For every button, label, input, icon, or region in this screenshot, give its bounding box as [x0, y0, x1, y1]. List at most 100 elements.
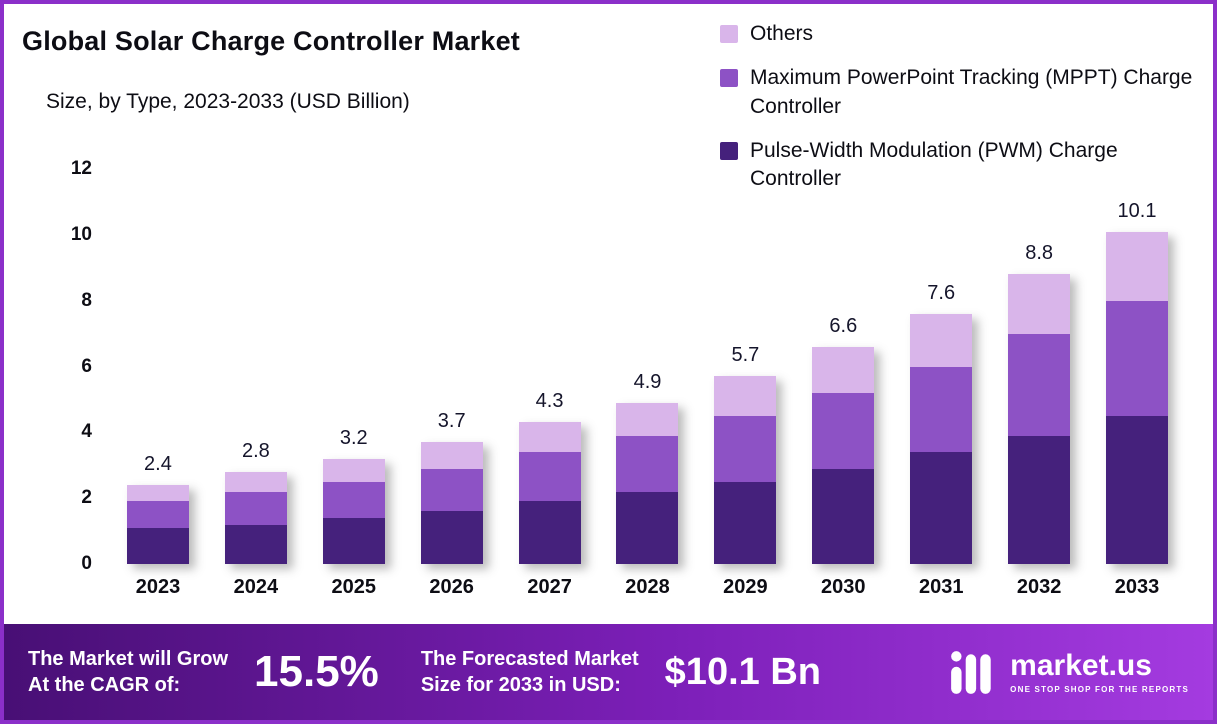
- bar-segment: [518, 452, 581, 502]
- x-axis-label: 2026: [429, 576, 474, 598]
- forecast-label-line2: Size for 2033 in USD:: [420, 674, 621, 696]
- bar-segment: [714, 376, 777, 416]
- y-axis-tick: 4: [81, 421, 92, 443]
- y-axis-tick: 6: [81, 355, 92, 377]
- forecast-label-line1: The Forecasted Market: [420, 648, 639, 670]
- bar-segment: [1008, 333, 1071, 436]
- legend-label-mppt: Maximum PowerPoint Tracking (MPPT) Charg…: [750, 66, 1193, 118]
- stacked-bar: [518, 422, 581, 564]
- bar-column: 6.6: [794, 169, 892, 564]
- brand-name: market.us: [1010, 648, 1152, 682]
- bar-segment: [126, 527, 189, 564]
- bar-value-label: 5.7: [731, 344, 760, 367]
- x-axis-label: 2024: [233, 576, 279, 598]
- bar-segment: [714, 481, 777, 564]
- bar-segment: [420, 468, 483, 512]
- bar-column: 3.7: [403, 169, 501, 564]
- legend-label-pwm: Pulse-Width Modulation (PWM) Charge Cont…: [750, 139, 1118, 191]
- bar-segment: [126, 485, 189, 502]
- forecast-label: The Forecasted Market Size for 2033 in U…: [421, 646, 639, 698]
- bar-segment: [224, 491, 287, 525]
- page-title: Global Solar Charge Controller Market: [22, 26, 521, 56]
- bar-column: 2.8: [207, 169, 305, 564]
- bar-segment: [1008, 435, 1071, 564]
- bar-value-label: 7.6: [927, 281, 956, 304]
- bar-value-label: 10.1: [1117, 199, 1157, 222]
- bar-segment: [518, 422, 581, 453]
- bar-column: 5.7: [696, 169, 794, 564]
- x-axis-label: 2025: [331, 576, 377, 598]
- bar-segment: [224, 471, 287, 492]
- y-axis-tick: 8: [81, 289, 92, 311]
- bar-value-label: 6.6: [829, 314, 858, 337]
- stacked-bar-chart: 2.4 2.8 3.2 3.7 4.3 4.9 5.7 6.6 7.6 8.8 10.1: [109, 169, 1186, 564]
- bar-segment: [812, 468, 875, 564]
- bar-segment: [1106, 415, 1169, 564]
- bar-value-label: 4.3: [535, 390, 564, 413]
- cagr-label-line2: At the CAGR of:: [28, 674, 181, 696]
- x-axis-label: 2023: [135, 576, 181, 598]
- brand-tagline: ONE STOP SHOP FOR THE REPORTS: [1010, 684, 1189, 694]
- bar-segment: [812, 346, 875, 393]
- x-axis-label: 2031: [918, 576, 964, 598]
- x-axis-label: 2027: [527, 576, 572, 598]
- bar-segment: [812, 392, 875, 469]
- stacked-bar: [224, 471, 287, 564]
- bar-column: 2.4: [109, 169, 207, 564]
- x-axis: 2023 2024 2025 2026 2027 2028 2029 2030 2031 2032…: [109, 576, 1186, 599]
- bar-value-label: 2.4: [144, 453, 172, 475]
- bar-segment: [420, 442, 483, 469]
- legend-item-pwm: Pulse-Width Modulation (PWM) Charge Cont…: [720, 137, 1198, 194]
- x-axis-label: 2028: [625, 576, 670, 598]
- stacked-bar: [616, 402, 679, 564]
- chart-legend: Others Maximum PowerPoint Tracking (MPPT…: [720, 20, 1198, 194]
- y-axis-tick: 0: [81, 553, 92, 574]
- legend-swatch-others: [720, 25, 738, 43]
- stacked-bar: [714, 376, 777, 564]
- cagr-label-line1: The Market will Grow: [28, 648, 229, 670]
- bar-segment: [1106, 231, 1169, 301]
- y-axis-tick: 10: [70, 223, 92, 245]
- legend-item-others: Others: [720, 20, 1198, 48]
- y-axis-tick: 2: [81, 487, 92, 509]
- forecast-value: $10.1 Bn: [664, 650, 821, 693]
- x-axis-label: 2030: [821, 576, 866, 598]
- bar-segment: [322, 517, 385, 564]
- legend-swatch-pwm: [720, 142, 738, 161]
- bar-segment: [322, 458, 385, 482]
- bar-segment: [224, 524, 287, 564]
- bar-segment: [322, 481, 385, 518]
- bar-value-label: 3.7: [437, 410, 466, 433]
- bar-column: 8.8: [990, 169, 1088, 564]
- legend-label-others: Others: [750, 22, 814, 45]
- bar-segment: [714, 415, 777, 482]
- bar-column: 7.6: [892, 169, 990, 564]
- bar-column: 4.9: [599, 169, 697, 564]
- bar-value-label: 2.8: [241, 439, 270, 462]
- bar-value-label: 3.2: [339, 426, 368, 449]
- x-axis-label: 2033: [1114, 576, 1160, 598]
- bar-segment: [126, 501, 189, 528]
- bar-segment: [910, 366, 973, 453]
- x-axis-label: 2029: [723, 576, 768, 598]
- bar-segment: [616, 491, 679, 564]
- bar-value-label: 4.9: [633, 370, 662, 393]
- bar-segment: [616, 402, 679, 436]
- brand-logo: market.us ONE STOP SHOP FOR THE REPORTS: [948, 647, 1189, 697]
- stacked-bar: [910, 313, 973, 564]
- bar-segment: [910, 313, 973, 367]
- bar-column: 4.3: [501, 169, 599, 564]
- stacked-bar: [812, 346, 875, 564]
- y-axis: 0 2 4 6 8 10 12: [32, 158, 92, 574]
- legend-swatch-mppt: [720, 69, 738, 88]
- cagr-label: The Market will Grow At the CAGR of:: [28, 646, 228, 698]
- stacked-bar: [1106, 231, 1169, 564]
- bar-segment: [518, 501, 581, 564]
- bar-segment: [420, 511, 483, 564]
- market-us-logo-icon: [951, 651, 991, 694]
- bar-segment: [616, 435, 679, 492]
- x-axis-label: 2032: [1016, 576, 1062, 598]
- page-subtitle: Size, by Type, 2023-2033 (USD Billion): [46, 90, 410, 113]
- bottom-banner: The Market will Grow At the CAGR of: 15.…: [4, 624, 1213, 720]
